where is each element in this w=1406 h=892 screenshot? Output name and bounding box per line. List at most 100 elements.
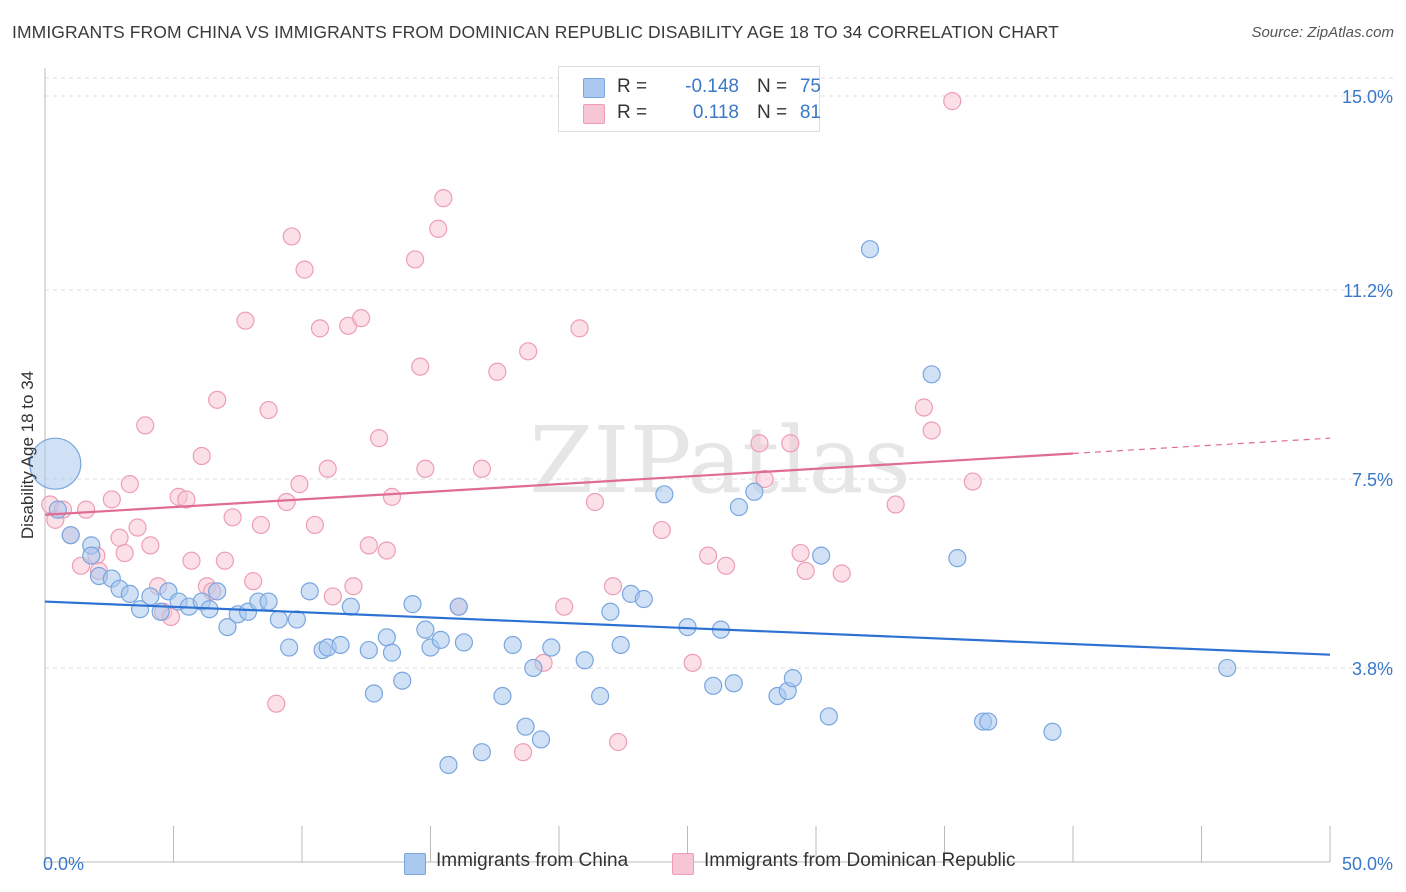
dominican-point	[370, 429, 389, 448]
china-point	[449, 597, 468, 616]
china-point	[431, 630, 450, 649]
dominican-point	[177, 490, 196, 509]
legend-r-label: R =	[617, 76, 648, 97]
dominican-point	[182, 551, 201, 570]
dominican-point	[434, 189, 453, 208]
dominican-point	[323, 587, 342, 606]
dominican-point	[128, 518, 147, 537]
china-point	[331, 635, 350, 655]
china-point	[783, 669, 802, 688]
source-credit: Source: ZipAtlas.com	[1251, 24, 1394, 41]
china-point	[1043, 722, 1062, 741]
dominican-point	[698, 546, 718, 565]
china-point	[364, 684, 384, 703]
x-tick-label: 50.0%	[1342, 854, 1393, 874]
dominican-point	[259, 400, 278, 420]
dominican-point	[609, 732, 628, 752]
dominican-point	[251, 515, 270, 535]
trend-lines	[44, 437, 1331, 656]
china-point	[341, 597, 360, 616]
china-point	[208, 582, 227, 601]
dominican-point	[282, 227, 301, 246]
dominican-point	[943, 92, 962, 111]
dominican-point	[513, 743, 533, 762]
dominican-point	[832, 564, 851, 583]
dominican-point	[223, 508, 242, 527]
dominican-point	[886, 495, 905, 514]
watermark: ZIPatlas	[529, 407, 910, 514]
china-point	[812, 546, 831, 565]
china-point	[948, 549, 967, 568]
china-point	[503, 635, 522, 655]
dominican-point	[429, 219, 448, 238]
china-point	[922, 365, 941, 384]
china-point	[1218, 658, 1237, 678]
dominican-point	[488, 362, 507, 381]
dominican-point	[519, 342, 538, 361]
legend-r-label: R =	[617, 102, 648, 123]
dominican-point	[359, 536, 378, 555]
china-point	[655, 485, 674, 504]
y-tick-label: 7.5%	[1352, 470, 1393, 490]
china-point	[403, 595, 422, 614]
dominican-point	[796, 561, 815, 581]
china-points	[29, 240, 1237, 775]
china-point	[542, 638, 561, 657]
legend-swatch-china	[583, 78, 605, 98]
china-point	[359, 640, 378, 660]
dominican-point	[236, 311, 255, 330]
dominican-point	[411, 357, 430, 376]
y-tick-label: 3.8%	[1352, 659, 1393, 679]
dominican-point	[290, 475, 309, 494]
china-point	[377, 628, 396, 647]
dominican-point	[755, 469, 774, 489]
dominican-point	[377, 541, 396, 560]
dominican-point	[267, 694, 286, 713]
dominican-point	[115, 543, 134, 563]
legend-r-value: -0.148	[685, 76, 739, 97]
y-tick-label: 15.0%	[1342, 87, 1393, 107]
dominican-point	[652, 520, 671, 540]
dominican-point	[683, 653, 702, 672]
legend-swatch-dominican	[672, 853, 694, 875]
dominican-point	[110, 528, 129, 547]
china-point	[218, 617, 237, 637]
china-point	[287, 610, 306, 629]
china-point	[516, 717, 535, 736]
china-point	[704, 676, 723, 695]
china-point	[259, 592, 278, 611]
x-tick-label: 0.0%	[43, 854, 84, 874]
china-point	[300, 582, 319, 601]
china-point	[29, 437, 82, 490]
dominican-point	[344, 577, 363, 596]
watermark-text: ZIPatlas	[529, 407, 910, 514]
china-point	[269, 610, 288, 629]
china-point	[454, 633, 474, 652]
china-point	[61, 526, 80, 545]
dominican-point	[318, 459, 337, 478]
legend-r-value: 0.118	[692, 102, 739, 123]
series-legend: Immigrants from China Immigrants from Do…	[0, 850, 1406, 878]
china-point	[82, 546, 101, 565]
china-trend-line	[44, 600, 1331, 656]
china-point	[141, 587, 160, 606]
dominican-point	[781, 434, 800, 453]
dominican-point	[603, 577, 623, 596]
legend-swatch-china	[404, 853, 426, 875]
dominican-point	[295, 260, 314, 279]
dominican-point	[963, 472, 982, 491]
dominican-point	[791, 543, 810, 563]
y-tick-label: 11.2%	[1343, 281, 1393, 301]
tick-labels: 3.8% 7.5% 11.2% 15.0% 0.0% 50.0%	[43, 87, 1393, 874]
china-point	[393, 671, 412, 690]
dominican-point	[141, 536, 160, 555]
china-point	[601, 602, 620, 621]
china-point	[280, 638, 299, 657]
china-point	[439, 755, 458, 775]
dominican-point	[750, 434, 769, 453]
dominican-point	[102, 490, 121, 509]
correlation-legend: R = -0.148 N = 75 R = 0.118 N = 81	[558, 66, 821, 132]
china-point	[382, 643, 402, 662]
china-point	[611, 635, 630, 655]
dominican-point	[922, 421, 941, 440]
